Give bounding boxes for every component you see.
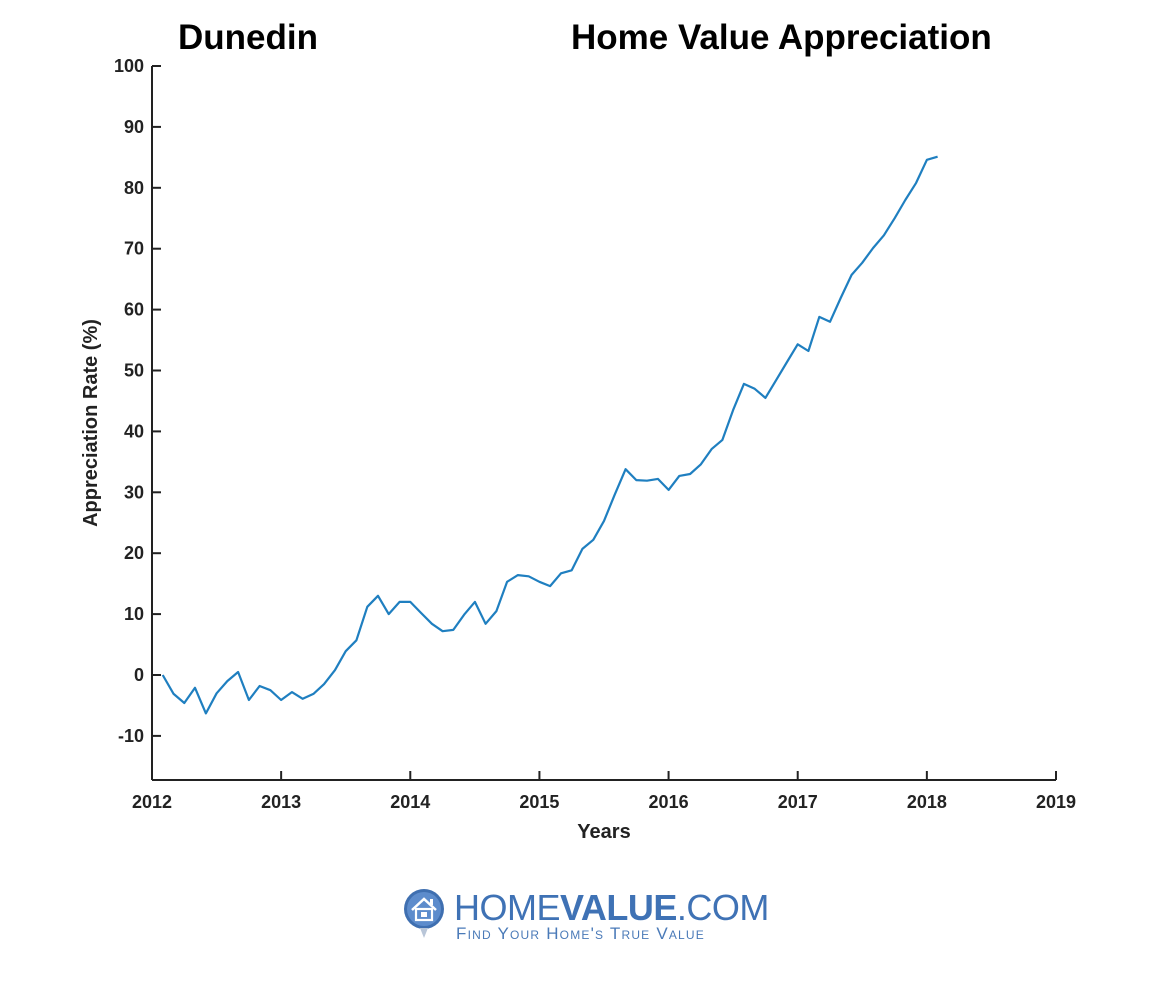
y-axis-label: Appreciation Rate (%) xyxy=(80,319,102,527)
x-tick-label: 2015 xyxy=(519,792,559,812)
x-axis-label: Years xyxy=(577,821,630,843)
y-tick-label: 100 xyxy=(114,56,144,76)
x-tick-label: 2016 xyxy=(649,792,689,812)
appreciation-line xyxy=(161,155,938,715)
x-axis-ticks: 2012 2013 2014 2015 2016 2017 2018 2019 xyxy=(132,771,1076,812)
logo-tagline: Find Your Home's True Value xyxy=(456,924,706,943)
y-axis-ticks: -10 0 10 20 30 40 50 60 70 80 90 100 xyxy=(114,56,161,746)
y-tick-label: -10 xyxy=(118,726,144,746)
y-tick-label: 60 xyxy=(124,300,144,320)
axes xyxy=(151,66,1056,781)
y-tick-label: 90 xyxy=(124,117,144,137)
homevalue-logo: HOMEVALUE.COM Find Your Home's True Valu… xyxy=(402,888,769,944)
chart-title: Home Value Appreciation xyxy=(571,18,992,57)
y-tick-label: 80 xyxy=(124,178,144,198)
y-tick-label: 40 xyxy=(124,421,144,441)
y-tick-label: 70 xyxy=(124,239,144,259)
x-tick-label: 2017 xyxy=(778,792,818,812)
y-tick-label: 20 xyxy=(124,543,144,563)
x-tick-label: 2014 xyxy=(390,792,430,812)
logo-wordmark: HOMEVALUE.COM xyxy=(454,887,769,928)
y-tick-label: 10 xyxy=(124,604,144,624)
x-tick-label: 2013 xyxy=(261,792,301,812)
x-tick-label: 2019 xyxy=(1036,792,1076,812)
y-tick-label: 50 xyxy=(124,361,144,381)
y-tick-label: 30 xyxy=(124,482,144,502)
chart-location-title: Dunedin xyxy=(178,18,318,57)
y-tick-label: 0 xyxy=(134,665,144,685)
house-pin-icon xyxy=(404,889,444,938)
x-tick-label: 2018 xyxy=(907,792,947,812)
x-tick-label: 2012 xyxy=(132,792,172,812)
